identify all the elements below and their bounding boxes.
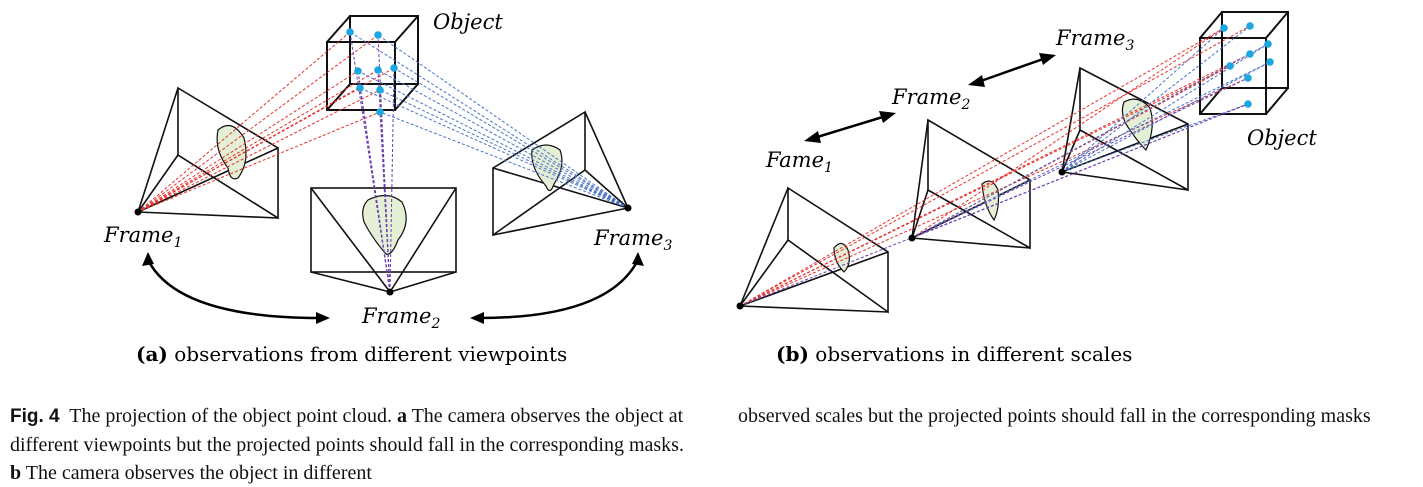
arrowhead-1-b (804, 131, 821, 143)
panel-a: Object Frame1 Frame2 Frame3 (a) observat… (103, 10, 672, 366)
rays-frame1-a (137, 31, 395, 213)
object-points-a (346, 28, 398, 116)
frame3-label-a: Frame3 (593, 226, 672, 254)
subfigure-a-text: observations from different viewpoints (168, 342, 567, 366)
camera-frame3-b (1061, 66, 1189, 192)
arrowhead-1-a (142, 252, 154, 266)
caption-marker-b: b (10, 462, 22, 484)
camera-frame2-a (310, 187, 457, 293)
frame3-label-a-sub: 3 (663, 238, 672, 254)
caption-text-1: The projection of the object point cloud… (59, 405, 397, 427)
camera-frame1-a (137, 86, 279, 220)
frame1-label-b-sub: 1 (824, 160, 833, 176)
frame3-label-b: Frame3 (1055, 26, 1134, 54)
viewpoint-arrows-a (146, 259, 640, 320)
frame1-label-a-main: Frame (103, 223, 173, 247)
camera-center-frame2-b (908, 234, 916, 242)
frame1-label-a: Frame1 (103, 223, 182, 251)
mask-frame2-a (362, 194, 407, 255)
projection-diagram: Object Frame1 Frame2 Frame3 (a) observat… (103, 10, 1317, 366)
caption-text-right: observed scales but the projected points… (738, 405, 1371, 427)
figure-number: Fig. 4 (10, 406, 60, 427)
frame3-label-b-sub: 3 (1125, 38, 1134, 54)
subfigure-b-letter: (b) (776, 342, 809, 366)
frame1-label-b: Fame1 (765, 148, 833, 176)
caption-text-2: The camera observes the object at differ… (10, 405, 684, 456)
arrowhead-4-a (470, 312, 484, 324)
caption-left: Fig. 4 The projection of the object poin… (10, 402, 690, 487)
rays-frame2-a (349, 31, 395, 293)
camera-frame1-b (739, 186, 889, 314)
frame2-label-b: Frame2 (891, 85, 970, 113)
rays-blue-b (911, 25, 1271, 239)
object-label-a: Object (433, 10, 503, 34)
arrowhead-3-b (968, 75, 985, 87)
subfigure-a-letter: (a) (136, 342, 168, 366)
object-label-b: Object (1247, 126, 1317, 150)
arrowhead-3-a (632, 252, 644, 266)
frame2-label-a-main: Frame (361, 304, 431, 328)
subfigure-b-text: observations in different scales (809, 342, 1133, 366)
mask-frame3-b (1121, 98, 1153, 152)
object-cube-b (1199, 11, 1289, 115)
arrowhead-4-b (1039, 53, 1056, 65)
panel-b: Object Fame1 Frame2 Frame3 (b) observati… (736, 11, 1317, 366)
rays-frame3-a (349, 31, 629, 209)
camera-frame2-b (911, 118, 1031, 250)
subfigure-b-label: (b) observations in different scales (776, 342, 1132, 366)
camera-center-frame2-a (386, 288, 394, 296)
frame2-label-b-main: Frame (891, 85, 961, 109)
camera-center-frame3-a (624, 204, 632, 212)
frame1-label-a-sub: 1 (173, 235, 182, 251)
arrowhead-2-a (316, 312, 330, 324)
camera-center-frame1-b (736, 302, 744, 310)
frame2-label-b-sub: 2 (960, 97, 970, 113)
object-points-b (1220, 22, 1274, 108)
object-cube-a (326, 15, 419, 111)
scale-arrows-b (813, 56, 1047, 140)
camera-frame3-a (492, 110, 629, 237)
frame3-label-b-main: Frame (1055, 26, 1125, 50)
frame1-label-b-main: Fame (765, 148, 824, 172)
caption-text-3: The camera observes the object in differ… (21, 462, 372, 484)
camera-center-frame3-b (1058, 168, 1066, 176)
caption-marker-a: a (396, 405, 407, 427)
mask-frame3-a (531, 144, 563, 192)
frame2-label-a: Frame2 (361, 304, 440, 332)
rays-purple-b (739, 77, 1249, 307)
frame2-label-a-sub: 2 (430, 316, 440, 332)
camera-center-frame1-a (134, 208, 142, 216)
caption-right: observed scales but the projected points… (738, 402, 1418, 430)
subfigure-a-label: (a) observations from different viewpoin… (136, 342, 567, 366)
arrowhead-2-b (879, 111, 896, 123)
frame3-label-a-main: Frame (593, 226, 663, 250)
